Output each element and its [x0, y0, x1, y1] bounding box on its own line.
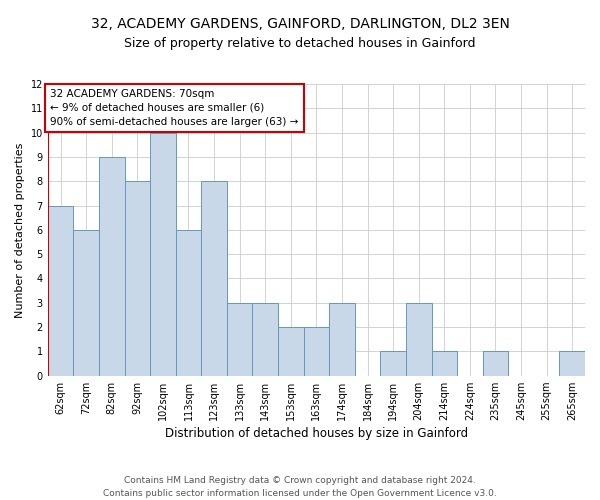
Bar — [329, 303, 355, 376]
Bar — [304, 327, 329, 376]
Bar — [99, 157, 125, 376]
Bar — [406, 303, 431, 376]
Bar — [150, 132, 176, 376]
Bar — [125, 181, 150, 376]
Text: Size of property relative to detached houses in Gainford: Size of property relative to detached ho… — [124, 38, 476, 51]
Bar — [48, 206, 73, 376]
X-axis label: Distribution of detached houses by size in Gainford: Distribution of detached houses by size … — [165, 427, 468, 440]
Bar — [201, 181, 227, 376]
Y-axis label: Number of detached properties: Number of detached properties — [15, 142, 25, 318]
Bar — [482, 352, 508, 376]
Bar — [278, 327, 304, 376]
Bar — [73, 230, 99, 376]
Bar — [559, 352, 585, 376]
Text: Contains HM Land Registry data © Crown copyright and database right 2024.
Contai: Contains HM Land Registry data © Crown c… — [103, 476, 497, 498]
Text: 32, ACADEMY GARDENS, GAINFORD, DARLINGTON, DL2 3EN: 32, ACADEMY GARDENS, GAINFORD, DARLINGTO… — [91, 18, 509, 32]
Bar — [431, 352, 457, 376]
Bar — [380, 352, 406, 376]
Text: 32 ACADEMY GARDENS: 70sqm
← 9% of detached houses are smaller (6)
90% of semi-de: 32 ACADEMY GARDENS: 70sqm ← 9% of detach… — [50, 89, 299, 127]
Bar — [227, 303, 253, 376]
Bar — [176, 230, 201, 376]
Bar — [253, 303, 278, 376]
